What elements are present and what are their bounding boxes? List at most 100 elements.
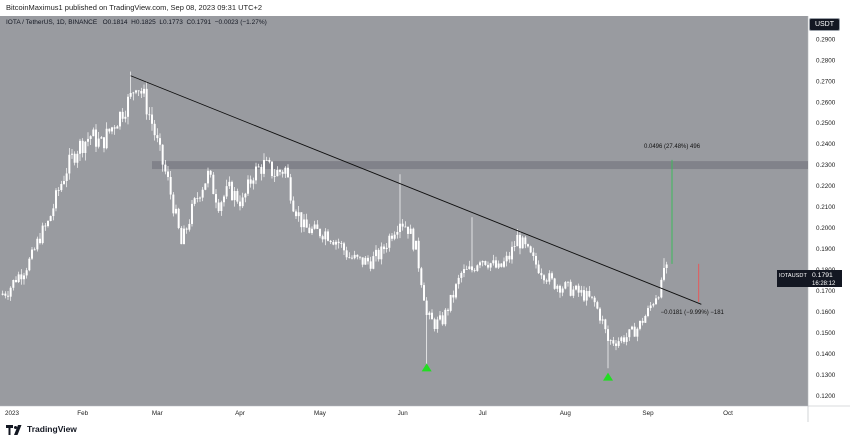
candle-body xyxy=(265,159,268,161)
candle-body xyxy=(92,129,95,137)
candle-body xyxy=(161,144,164,165)
candle-body xyxy=(492,260,495,264)
open-value: 0.1814 xyxy=(107,19,128,26)
price-tag-price: 0.1791 xyxy=(812,272,833,279)
candle-body xyxy=(25,270,28,276)
candle-body xyxy=(175,208,177,214)
candle-body xyxy=(423,285,425,301)
time-axis[interactable]: 2023 Feb Mar Apr May Jun Jul Aug Sep Oct xyxy=(5,410,733,417)
candle-body xyxy=(47,220,49,227)
candle-body xyxy=(567,281,569,283)
candle-body xyxy=(369,261,372,269)
candle-body xyxy=(484,261,487,265)
price-tick-label: 0.2800 xyxy=(816,57,836,64)
candle-body xyxy=(116,126,119,129)
candle-body xyxy=(201,189,204,198)
candle-body xyxy=(588,290,591,297)
candle-body xyxy=(204,183,207,190)
candle-body xyxy=(119,111,121,127)
support-marker-triangle xyxy=(603,372,613,381)
candle-body xyxy=(657,297,660,299)
candle-body xyxy=(143,88,145,94)
support-marker-triangle xyxy=(421,363,432,372)
price-tick-label: 0.2000 xyxy=(816,225,836,232)
time-tick-label: Feb xyxy=(77,410,88,417)
candle-body xyxy=(375,249,377,257)
candle-body xyxy=(249,179,252,184)
candle-body xyxy=(87,138,89,142)
plot-background xyxy=(0,16,808,406)
candle-body xyxy=(636,328,639,337)
price-tick-label: 0.1400 xyxy=(816,351,836,358)
candle-body xyxy=(292,200,295,212)
candle-body xyxy=(487,264,489,268)
price-tag-background xyxy=(777,270,808,287)
candle-body xyxy=(391,235,393,239)
candle-body xyxy=(521,237,524,249)
candle-body xyxy=(164,164,167,172)
price-axis[interactable]: 0.12000.13000.14000.15000.16000.17000.18… xyxy=(816,36,836,399)
price-tag-countdown: 16:28:12 xyxy=(812,281,836,287)
price-tick-label: 0.2600 xyxy=(816,99,836,106)
chart-area[interactable]: 0.0496 (27.48%) 496 −0.0181 (−9.99%) −181… xyxy=(0,16,850,422)
candle-body xyxy=(441,315,444,325)
candle-body xyxy=(153,123,156,136)
candle-body xyxy=(44,225,47,227)
candle-body xyxy=(455,284,457,298)
candle-body xyxy=(172,194,175,214)
candle-body xyxy=(247,179,249,194)
tradingview-brand: TradingView xyxy=(27,424,77,434)
candle-body xyxy=(407,226,409,234)
candle-body xyxy=(220,202,223,211)
candle-body xyxy=(268,159,271,162)
price-tick-label: 0.2900 xyxy=(816,36,836,43)
candle-body xyxy=(228,181,231,187)
candle-body xyxy=(1,293,4,295)
candle-body xyxy=(524,237,527,245)
candle-body xyxy=(655,298,657,305)
candle-body xyxy=(289,177,292,201)
footer: TradingView xyxy=(0,422,850,439)
open-label: O xyxy=(102,19,108,26)
candle-body xyxy=(295,211,297,217)
candle-body xyxy=(420,268,423,286)
candle-body xyxy=(356,254,359,257)
candle-body xyxy=(177,208,180,228)
candle-body xyxy=(156,135,159,139)
candle-body xyxy=(63,181,65,184)
candle-body xyxy=(284,167,287,174)
resistance-zone-layer xyxy=(152,161,808,170)
candle-body xyxy=(508,255,511,260)
candle-body xyxy=(540,273,543,276)
currency-button[interactable]: USDT xyxy=(808,18,840,31)
candle-body xyxy=(121,111,124,119)
candle-body xyxy=(28,258,31,271)
candle-body xyxy=(52,208,55,217)
candle-body xyxy=(148,114,151,116)
candle-body xyxy=(489,263,492,268)
candle-body xyxy=(127,96,129,117)
candle-body xyxy=(41,225,44,244)
time-tick-label: May xyxy=(314,410,327,417)
candle-body xyxy=(476,265,479,271)
candles-layer xyxy=(1,71,668,369)
candle-body xyxy=(473,270,476,271)
candle-body xyxy=(428,312,431,315)
candle-body xyxy=(340,243,343,244)
candle-body xyxy=(505,255,508,262)
price-tag-symbol: IOTAUSDT xyxy=(779,273,807,279)
candle-body xyxy=(647,308,649,317)
candle-body xyxy=(103,137,105,149)
candle-body xyxy=(572,289,575,296)
candle-body xyxy=(271,161,273,177)
candle-body xyxy=(65,173,68,182)
candle-body xyxy=(343,243,345,251)
candle-body xyxy=(199,197,201,199)
candle-body xyxy=(463,269,465,273)
candle-body xyxy=(281,171,284,174)
candle-body xyxy=(625,337,628,342)
candle-body xyxy=(639,320,641,329)
candle-body xyxy=(577,285,580,293)
last-price-tag: IOTAUSDT 0.1791 16:28:12 xyxy=(777,270,842,287)
price-chart[interactable]: 0.0496 (27.48%) 496 −0.0181 (−9.99%) −181… xyxy=(0,16,850,422)
